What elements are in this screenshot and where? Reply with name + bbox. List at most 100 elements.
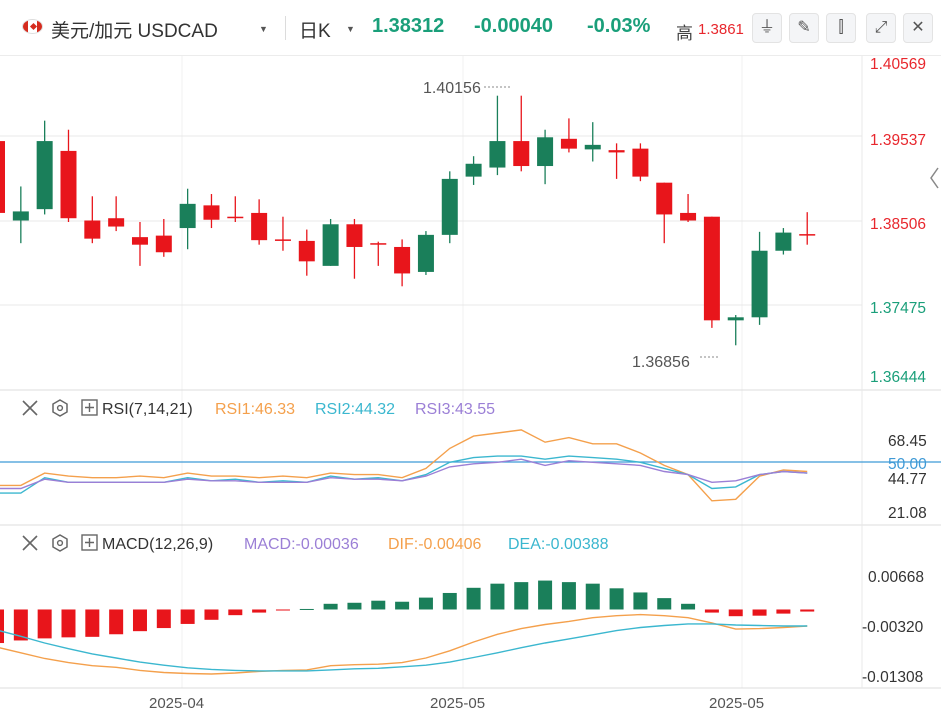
rsi-series: [0, 429, 808, 502]
rsi-axis-label: 21.08: [888, 505, 927, 522]
macd-settings-icon[interactable]: [52, 534, 68, 552]
chevron-left-icon[interactable]: [930, 167, 939, 189]
candle-body: [513, 141, 530, 167]
candle: [131, 222, 148, 266]
rsi1-value: RSI1:46.33: [215, 401, 295, 418]
macd-close-icon[interactable]: [22, 535, 38, 551]
canada-flag-icon: [22, 19, 43, 34]
candle-body: [108, 218, 125, 227]
candle-body: [84, 220, 101, 239]
candle-body: [417, 234, 434, 272]
close-button[interactable]: ✕: [903, 13, 933, 43]
macd-axis-label: -0.00320: [862, 619, 924, 636]
candle-body: [560, 138, 577, 149]
candle-body: [227, 216, 244, 219]
price-axis-label: 1.40569: [870, 56, 926, 73]
macd-bar: [347, 602, 362, 610]
candle: [203, 194, 220, 229]
rsi-close-icon[interactable]: [22, 400, 38, 416]
macd-bar: [776, 609, 791, 614]
candle: [417, 231, 434, 275]
candle: [84, 196, 101, 244]
axis-collapse-handle[interactable]: [930, 167, 939, 189]
macd-bar: [132, 609, 147, 632]
vertical-gridlines: [181, 56, 743, 688]
candle: [346, 218, 363, 279]
candle-body: [465, 163, 482, 177]
candle: [537, 129, 554, 185]
candle: [370, 241, 387, 266]
macd-bar: [633, 592, 648, 610]
macd-bar: [681, 603, 696, 610]
candle-body: [322, 224, 339, 266]
high-marker: 1.40156: [423, 80, 510, 97]
caret-down-icon[interactable]: ▼: [346, 24, 355, 34]
macd-bar: [752, 609, 767, 616]
macd-legend: MACD(12,26,9) MACD:-0.00036 DIF:-0.00406…: [22, 534, 609, 553]
candlestick-button[interactable]: ⫿: [826, 13, 856, 43]
fullscreen-button[interactable]: ⤢: [866, 13, 896, 43]
rsi-line-rsi3: [0, 458, 808, 490]
price-axis: 1.40569 1.39537 1.38506 1.37475 1.36444: [870, 56, 926, 386]
macd-expand-icon[interactable]: [81, 534, 98, 551]
candle: [36, 120, 53, 215]
line-tool-button[interactable]: ⏚: [752, 13, 782, 43]
edit-icon: ✎: [797, 19, 811, 36]
rsi-title: RSI(7,14,21): [102, 401, 193, 418]
dea-line: [0, 623, 808, 672]
macd-bar: [728, 609, 743, 617]
candle: [775, 228, 792, 255]
fullscreen-icon: ⤢: [874, 19, 888, 36]
macd-bar: [371, 600, 386, 610]
candle: [608, 143, 625, 179]
candle: [465, 156, 482, 185]
rsi-settings-icon[interactable]: [52, 399, 68, 417]
low-marker: 1.36856: [632, 354, 718, 371]
candlestick-icon: ⫿: [838, 19, 844, 36]
rsi-expand-icon[interactable]: [81, 399, 98, 416]
macd-bar: [0, 609, 4, 644]
macd-bar: [156, 609, 171, 629]
last-price: 1.38312: [372, 15, 445, 37]
edit-button[interactable]: ✎: [789, 13, 819, 43]
candle: [441, 171, 458, 244]
candle: [489, 95, 506, 176]
candle-body: [584, 144, 601, 150]
candle-body: [251, 212, 268, 241]
macd-bar: [37, 609, 52, 639]
caret-down-icon[interactable]: ▼: [259, 24, 268, 34]
symbol-selector[interactable]: 美元/加元 USDCAD: [51, 21, 218, 42]
macd-bar: [466, 587, 481, 610]
candle: [274, 216, 291, 251]
dif-value: DIF:-0.00406: [388, 536, 481, 553]
candle: [751, 231, 768, 325]
candle-body: [346, 224, 363, 247]
macd-bar: [252, 609, 267, 613]
chart-area[interactable]: 1.40569 1.39537 1.38506 1.37475 1.36444 …: [0, 56, 941, 721]
candle-body: [656, 182, 673, 215]
time-axis: 2025-04 2025-05 2025-05: [149, 695, 764, 712]
macd-bar: [704, 609, 719, 613]
candle: [12, 186, 29, 244]
macd-lines: [0, 613, 808, 675]
candle-body: [775, 232, 792, 251]
macd-axis: 0.00668 -0.00320 -0.01308: [862, 569, 924, 686]
candle-body: [155, 235, 172, 253]
macd-axis-label: 0.00668: [868, 569, 924, 586]
candle-body: [179, 203, 196, 229]
rsi3-value: RSI3:43.55: [415, 401, 495, 418]
macd-value: MACD:-0.00036: [244, 536, 359, 553]
macd-bar: [657, 598, 672, 610]
close-icon: ✕: [911, 19, 925, 36]
divider: [285, 16, 286, 40]
macd-bar: [609, 588, 624, 610]
macd-bar: [418, 597, 433, 610]
price-axis-label: 1.37475: [870, 300, 926, 317]
candle: [298, 229, 315, 276]
candle: [656, 182, 673, 244]
candle-body: [298, 240, 315, 262]
candle-body: [799, 234, 816, 236]
macd-bar: [442, 592, 457, 610]
macd-bar: [13, 609, 28, 641]
timeframe-selector[interactable]: 日K: [299, 21, 331, 42]
